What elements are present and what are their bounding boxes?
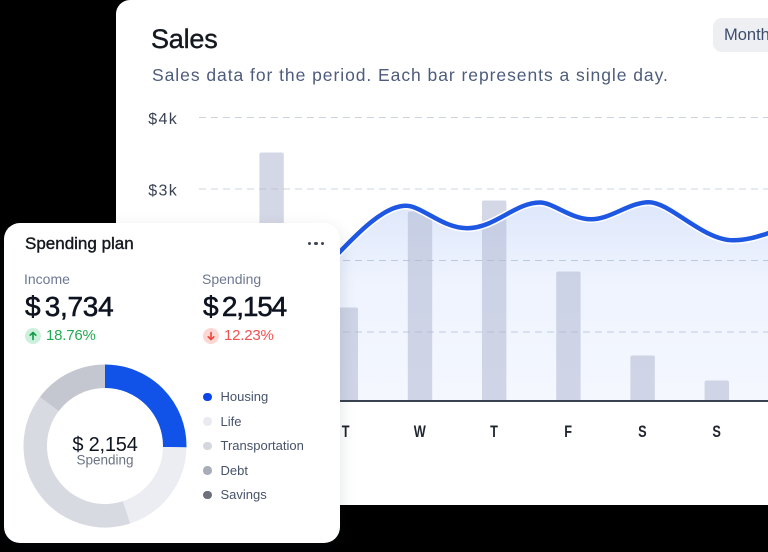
svg-text:Spending: Spending — [76, 453, 133, 468]
svg-text:W: W — [414, 422, 427, 441]
svg-text:F: F — [564, 422, 572, 441]
svg-text:$ 2,154: $ 2,154 — [72, 434, 137, 456]
svg-text:$4k: $4k — [148, 111, 178, 128]
svg-text:$3k: $3k — [148, 183, 178, 200]
svg-text:T: T — [342, 422, 350, 441]
svg-text:S: S — [712, 422, 720, 441]
svg-text:T: T — [490, 422, 498, 441]
svg-text:S: S — [638, 422, 646, 441]
